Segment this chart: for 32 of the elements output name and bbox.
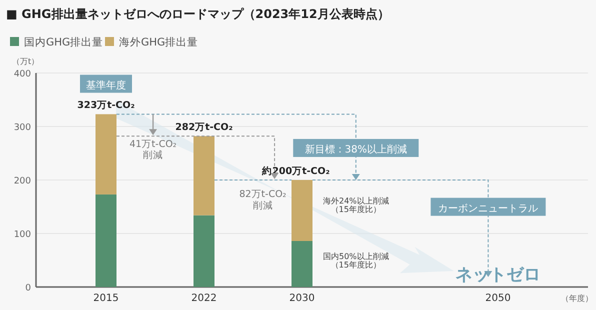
y-tick-label: 400 [14,70,32,80]
annotation: （15年度比） [330,205,381,214]
y-tick-label: 300 [14,123,32,133]
y-axis-title: （万t） [12,57,40,66]
annotation: （15年度比） [330,260,381,270]
x-axis-title: （年度） [561,294,593,303]
legend-label: 国内GHG排出量 [24,36,104,48]
x-tick-label: 2022 [191,293,217,304]
annotation: 新目標：38%以上削減 [304,143,408,156]
x-tick-label: 2050 [485,293,511,304]
total-label: 282万t-CO₂ [175,122,233,134]
annotation: 国内50%以上削減 [323,252,389,262]
bar [292,240,312,287]
y-tick-label: 200 [14,176,32,186]
x-tick-label: 2015 [93,293,119,304]
annotation: カーボンニュートラル [438,203,538,214]
bar [194,215,214,287]
annotation: ネットゼロ [456,264,540,285]
annotation: 41万t-CO₂ 削減 [129,138,177,162]
y-tick-label: 0 [25,284,32,294]
annotation: 海外24%以上削減 [323,196,389,206]
total-label: 323万t-CO₂ [77,100,135,112]
y-tick-label: 100 [14,230,32,240]
bar [96,194,116,287]
x-tick-label: 2030 [289,293,315,304]
bar [292,180,312,241]
bar [194,136,214,216]
annotation: 82万t-CO₂ 削減 [239,189,287,212]
legend-label: 海外GHG排出量 [119,36,198,48]
bar [96,114,116,194]
chart-title: ■ GHG排出量ネットゼロへのロードマップ（2023年12月公表時点） [6,7,390,21]
annotation: 基準年度 [86,79,126,92]
